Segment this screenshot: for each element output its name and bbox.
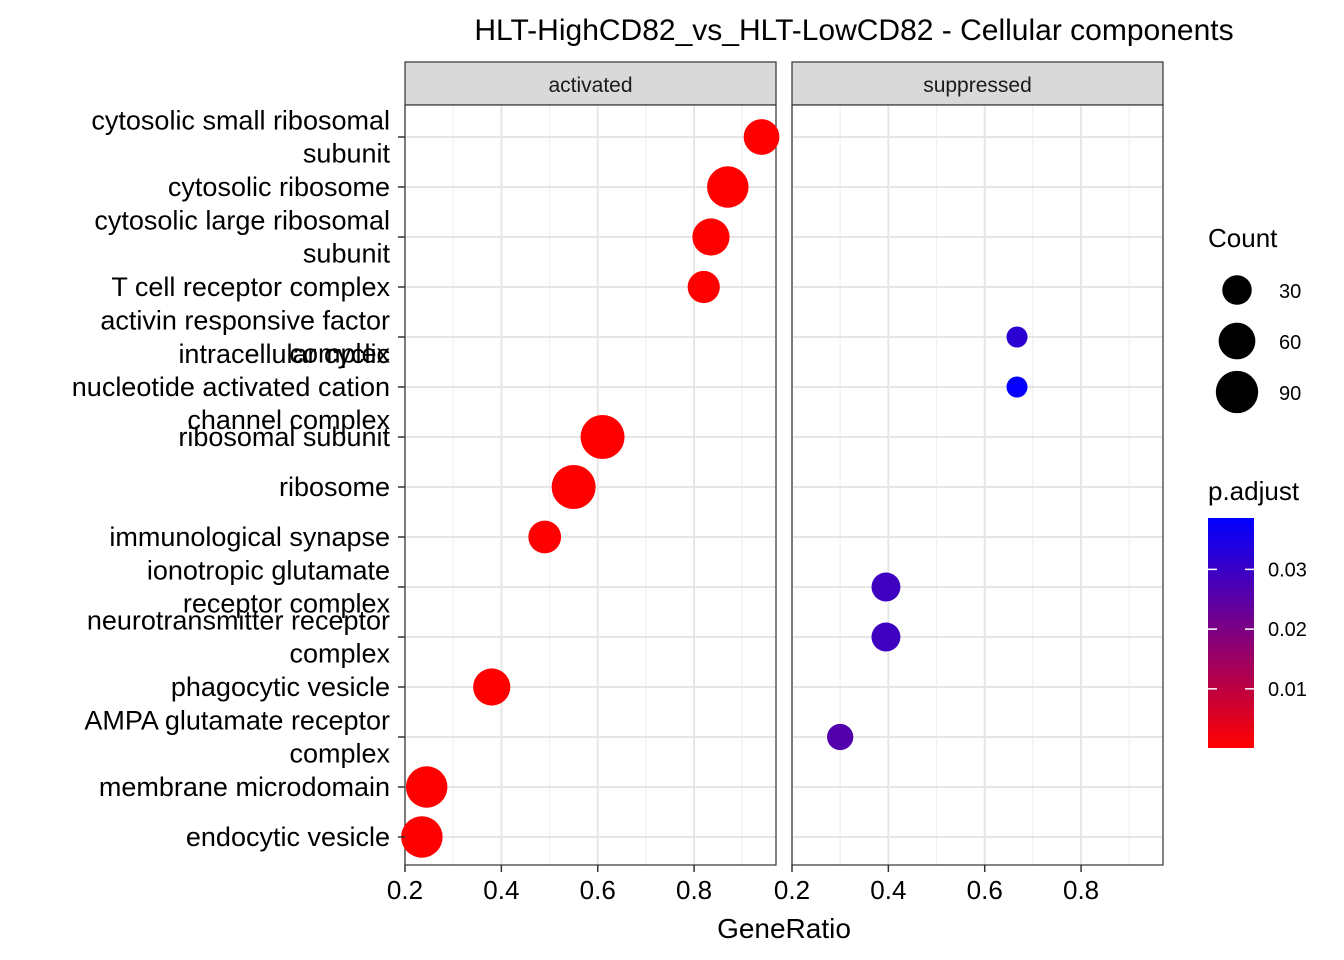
data-point — [1006, 326, 1028, 348]
facet-label: suppressed — [923, 74, 1032, 97]
count-legend-label: 90 — [1279, 383, 1301, 405]
data-point — [743, 119, 780, 155]
data-point — [1006, 376, 1028, 398]
y-axis-label: ribosome — [279, 472, 390, 502]
count-legend-key — [1215, 370, 1259, 414]
count-legend: Count 30 60 90 — [1208, 223, 1301, 414]
p-adjust-legend: p.adjust 0.01 0.02 0.03 — [1208, 476, 1307, 748]
p-adjust-legend-label: 0.01 — [1268, 679, 1307, 701]
x-tick-label: 0.4 — [483, 875, 519, 905]
data-point — [692, 218, 730, 256]
data-point — [528, 520, 562, 554]
count-legend-key — [1222, 275, 1252, 305]
facet-panel-suppressed: suppressed 0.2 0.4 0.6 0.8 — [774, 61, 1164, 905]
y-axis-label: ribosomal subunit — [178, 422, 390, 452]
y-axis-labels: cytosolic small ribosomalsubunitcytosoli… — [72, 106, 405, 852]
p-adjust-legend-label: 0.02 — [1268, 619, 1307, 641]
y-axis-label: cytosolic large ribosomal — [94, 206, 390, 236]
y-axis-label: ionotropic glutamate — [147, 556, 390, 586]
y-axis-label: complex — [289, 739, 390, 769]
x-tick-label: 0.6 — [967, 875, 1003, 905]
y-axis-label: endocytic vesicle — [186, 822, 390, 852]
count-legend-label: 60 — [1279, 332, 1301, 354]
chart-title: HLT-HighCD82_vs_HLT-LowCD82 - Cellular c… — [474, 14, 1233, 47]
y-axis-label: membrane microdomain — [99, 772, 390, 802]
facet-label: activated — [548, 74, 632, 97]
x-tick-label: 0.2 — [774, 875, 810, 905]
data-point — [871, 622, 901, 652]
y-axis-label: AMPA glutamate receptor — [84, 706, 390, 736]
data-point — [551, 465, 596, 509]
y-axis-label: complex — [289, 639, 390, 669]
data-point — [473, 668, 511, 706]
facet-strip — [791, 61, 1164, 106]
facet-panel-activated: activated 0.2 0.4 0.6 0.8 — [387, 61, 780, 905]
y-axis-label: receptor complex — [183, 589, 391, 619]
y-axis-label: cytosolic small ribosomal — [91, 106, 390, 136]
x-tick-label: 0.2 — [387, 875, 423, 905]
data-point — [707, 166, 749, 208]
data-point — [401, 816, 443, 858]
data-point — [871, 572, 901, 602]
p-adjust-legend-label: 0.03 — [1268, 559, 1307, 581]
y-axis-label: channel complex — [187, 405, 390, 435]
x-tick-label: 0.6 — [580, 875, 616, 905]
p-adjust-colorbar — [1208, 518, 1254, 748]
x-tick-label: 0.8 — [1063, 875, 1099, 905]
x-tick-label: 0.4 — [870, 875, 906, 905]
count-legend-label: 30 — [1279, 281, 1301, 303]
panel-border — [791, 104, 1164, 866]
y-axis-label: phagocytic vesicle — [171, 672, 390, 702]
count-legend-key — [1218, 322, 1256, 360]
facet-panels: activated 0.2 0.4 0.6 0.8 suppressed 0.2 0.4 0.6… — [387, 61, 1164, 905]
data-point — [580, 415, 625, 459]
x-axis-title: GeneRatio — [717, 913, 851, 944]
y-axis-label: subunit — [303, 239, 391, 269]
y-axis-label: nucleotide activated cation — [72, 372, 390, 402]
y-axis-label: cytosolic ribosome — [168, 172, 390, 202]
y-axis-label: neurotransmitter receptor — [87, 606, 390, 636]
y-axis-label: T cell receptor complex — [111, 272, 390, 302]
y-axis-label: subunit — [303, 139, 391, 169]
y-axis-label: immunological synapse — [109, 522, 390, 552]
p-adjust-legend-title: p.adjust — [1208, 476, 1300, 506]
y-axis-label: intracellular cyclic — [178, 339, 390, 369]
count-legend-title: Count — [1208, 223, 1278, 253]
data-point — [827, 723, 854, 751]
x-tick-label: 0.8 — [676, 875, 712, 905]
y-axis-label: complex — [289, 339, 390, 369]
data-point — [405, 766, 448, 808]
y-axis-label: activin responsive factor — [100, 306, 390, 336]
data-point — [687, 270, 720, 304]
facet-strip — [404, 61, 777, 106]
panel-background — [792, 105, 1163, 865]
panel-border — [404, 104, 777, 866]
